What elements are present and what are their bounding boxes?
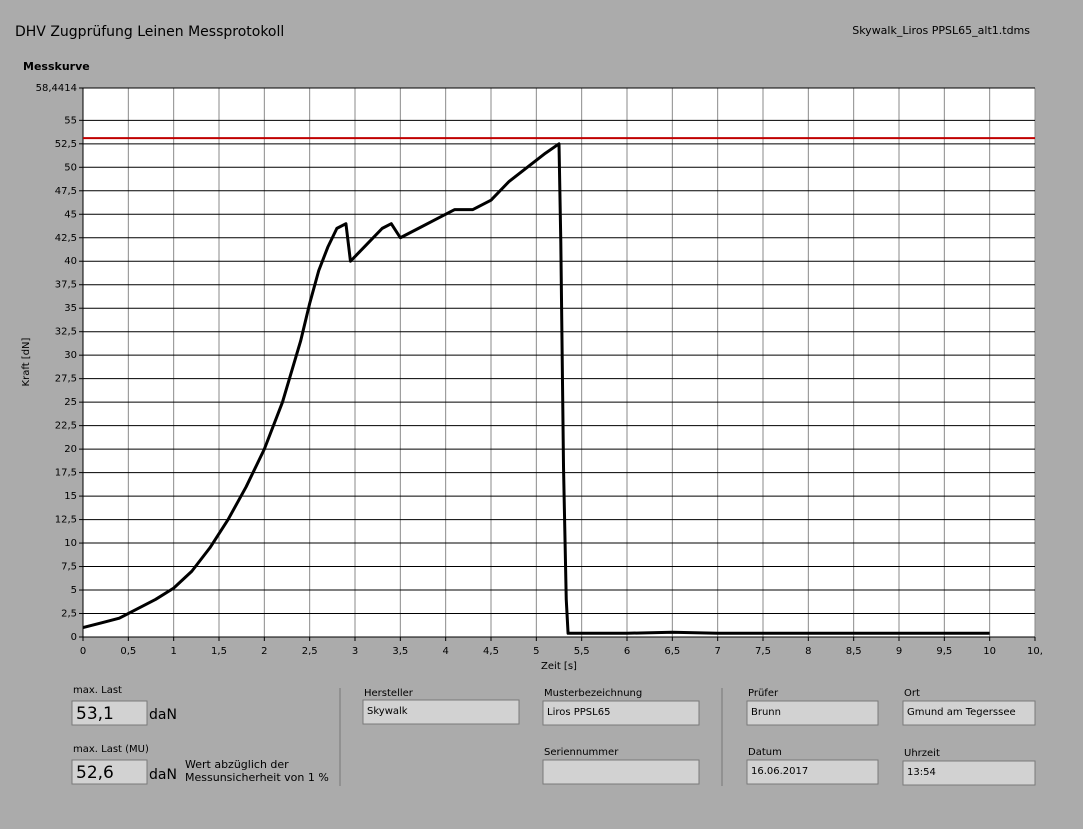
x-tick-label: 5,5 [574,646,590,657]
y-tick-label: 2,5 [61,609,77,620]
x-tick-label: 6 [624,646,630,657]
field-box [902,700,1036,726]
y-tick-label: 55 [64,115,77,126]
field-label: max. Last (MU) [73,744,149,755]
field-box [362,699,520,725]
field-value: 13:54 [907,767,936,778]
field-value: Brunn [751,707,781,718]
y-tick-label: 10 [64,538,77,549]
x-tick-label: 0,5 [120,646,136,657]
x-tick-label: 4 [442,646,448,657]
x-tick-label: 3 [352,646,358,657]
y-tick-label: 15 [64,491,77,502]
y-tick-label: 30 [64,350,77,361]
field-value: Liros PPSL65 [547,707,610,718]
field-label: Uhrzeit [904,748,940,759]
y-axis-label: Kraft [dN] [21,337,32,386]
chart: 0 0,5 1 1,5 2 2,5 3 3,5 4 4,5 5 5,5 6 6,5 7 7,5 8 8,5 9 9,5… [36,83,1043,657]
x-tick-label: 8 [805,646,811,657]
field-label: Prüfer [748,688,779,699]
y-tick-label: 25 [64,397,77,408]
field-box [71,759,148,785]
x-tick-label: 2 [261,646,267,657]
x-tick-label: 1,5 [211,646,227,657]
data-line [82,142,990,635]
field-box [71,700,148,726]
y-tick-label: 17,5 [55,468,77,479]
y-tick-label: 45 [64,209,77,220]
y-tick-label: 37,5 [55,280,77,291]
y-tick-label: 35 [64,303,77,314]
x-tick-label: 8,5 [846,646,862,657]
x-tick-label: 7 [714,646,720,657]
field-box [542,759,700,785]
y-tick-label: 32,5 [55,327,77,338]
field-label: Hersteller [364,688,414,699]
y-tick-label: 27,5 [55,374,77,385]
field-value: 16.06.2017 [751,766,808,777]
x-tick-label: 3,5 [392,646,408,657]
x-tick-label: 0 [80,646,86,657]
field-label: Datum [748,747,782,758]
field-note: Messunsicherheit von 1 % [185,771,329,784]
field-label: max. Last [73,685,122,696]
y-tick-label: 42,5 [55,233,77,244]
x-tick-label: 1 [170,646,176,657]
field-box [542,700,700,726]
y-tick-label: 50 [64,162,77,173]
field-unit: daN [149,707,177,723]
report-title: DHV Zugprüfung Leinen Messprotokoll [15,24,284,40]
x-tick-label: 5 [533,646,539,657]
y-tick-label: 22,5 [55,421,77,432]
field-value: Skywalk [367,706,408,717]
y-tick-label: 20 [64,444,77,455]
field-unit: daN [149,767,177,783]
field-label: Ort [904,688,920,699]
y-tick-label: 40 [64,256,77,267]
x-tick-label: 9,5 [936,646,952,657]
y-tick-label: 0 [71,632,77,643]
field-value: Gmund am Tegerssee [907,707,1016,718]
x-tick-label: 6,5 [664,646,680,657]
y-tick-label: 5 [71,585,77,596]
field-label: Musterbezeichnung [544,688,642,699]
y-tick-label: 52,5 [55,139,77,150]
x-tick-label: 9 [896,646,902,657]
field-value: 53,1 [76,704,114,724]
field-note: Wert abzüglich der [185,758,289,771]
field-value: 52,6 [76,763,114,783]
field-box [902,760,1036,786]
field-label: Seriennummer [544,747,619,758]
chart-title: Messkurve [23,60,90,73]
field-box [746,759,879,785]
x-tick-label: 7,5 [755,646,771,657]
x-tick-label: 10 [983,646,996,657]
x-tick-label: 2,5 [302,646,318,657]
file-name: Skywalk_Liros PPSL65_alt1.tdms [852,24,1030,37]
y-tick-label: 7,5 [61,562,77,573]
y-tick-label: 58,4414 [36,83,77,94]
x-tick-label: 10, [1027,646,1043,657]
y-tick-label: 12,5 [55,515,77,526]
y-tick-label: 47,5 [55,186,77,197]
x-tick-label: 4,5 [483,646,499,657]
x-axis-label: Zeit [s] [541,661,577,672]
field-box [746,700,879,726]
